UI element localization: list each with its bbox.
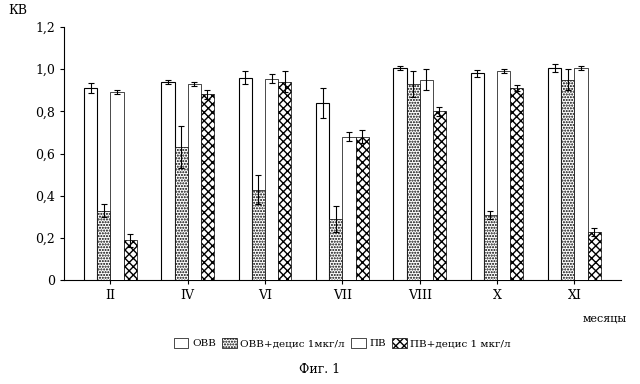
Bar [97,210,110,280]
Text: месяцы: месяцы [582,313,627,323]
Bar [497,71,510,280]
Bar [356,137,369,280]
Bar [278,82,291,280]
Bar [84,88,97,280]
Bar [433,111,446,280]
Bar [316,103,329,280]
Bar [484,215,497,280]
Bar [265,79,278,280]
Bar [561,79,575,280]
Text: Фиг. 1: Фиг. 1 [300,363,340,376]
Bar [175,147,188,280]
Bar [124,240,137,280]
Bar [471,73,484,280]
Bar [252,190,265,280]
Bar [588,232,601,280]
Legend: ОВВ, ОВВ+децис 1мкг/л, ПВ, ПВ+децис 1 мкг/л: ОВВ, ОВВ+децис 1мкг/л, ПВ, ПВ+децис 1 мк… [170,334,515,353]
Text: КВ: КВ [8,4,28,17]
Bar [110,92,124,280]
Bar [342,137,356,280]
Bar [394,68,406,280]
Bar [239,78,252,280]
Bar [161,82,175,280]
Bar [510,88,524,280]
Bar [548,68,561,280]
Bar [329,219,342,280]
Bar [420,79,433,280]
Bar [188,84,201,280]
Bar [406,84,420,280]
Bar [575,68,588,280]
Bar [201,94,214,280]
